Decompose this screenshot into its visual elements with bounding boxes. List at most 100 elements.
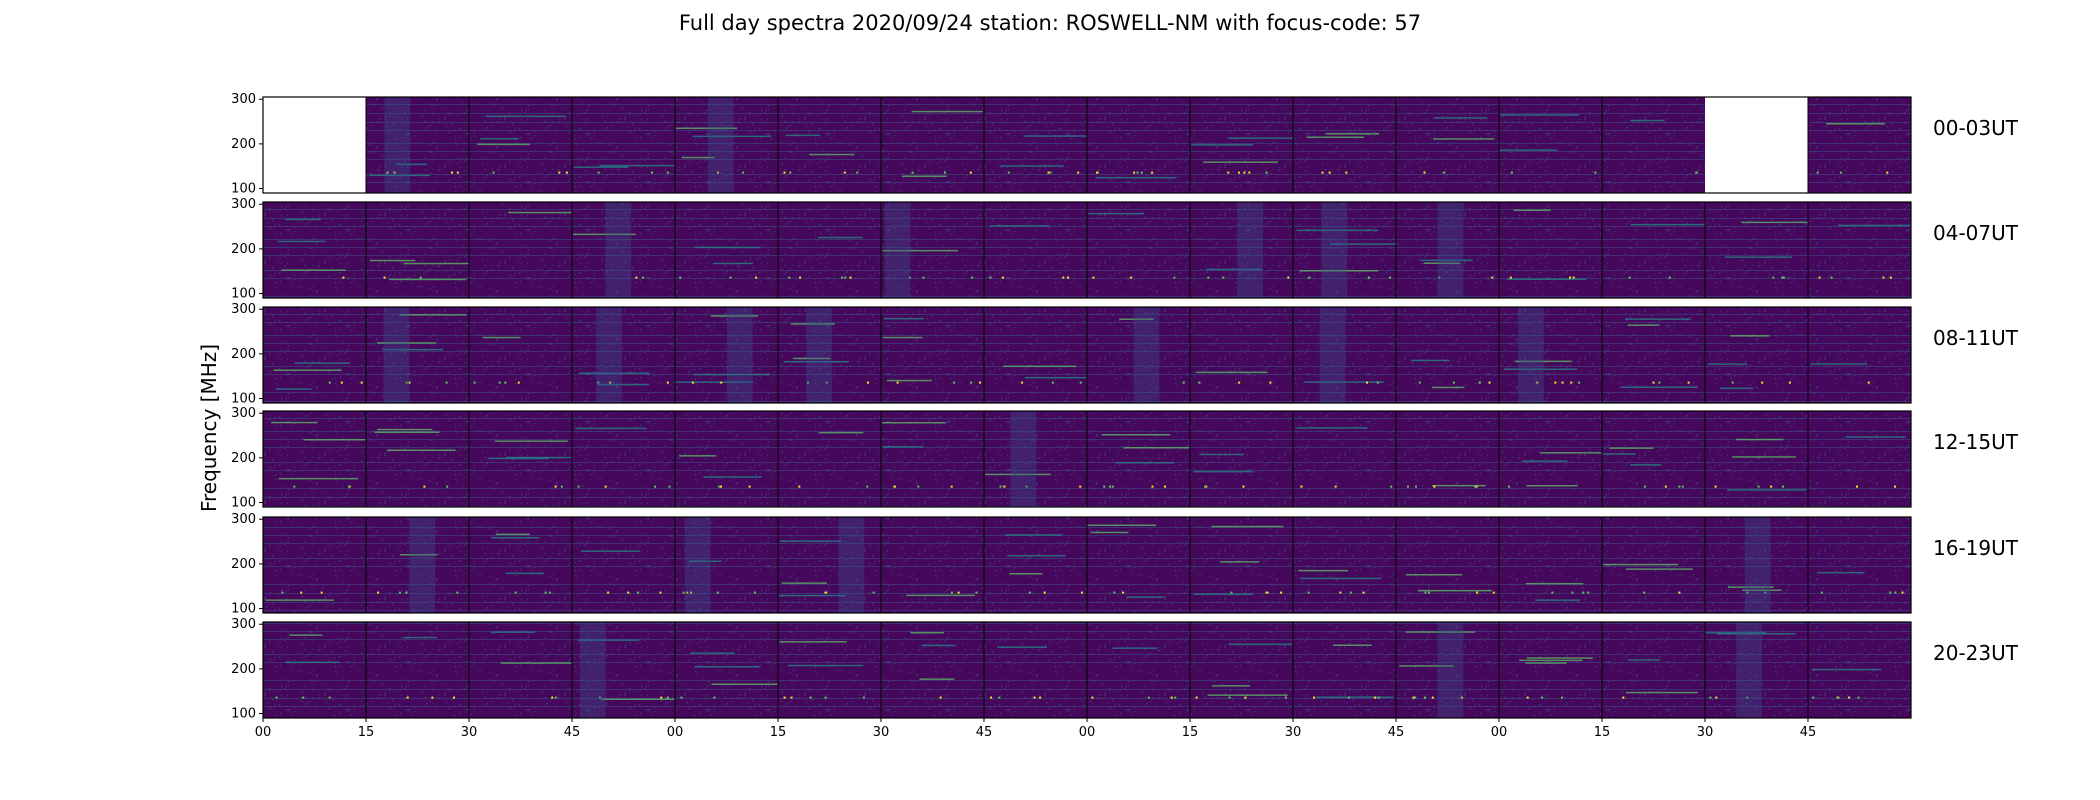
row-label: 20-23UT xyxy=(1933,641,2019,665)
x-tick-label: 00 xyxy=(1079,725,1096,740)
chart-title: Full day spectra 2020/09/24 station: ROS… xyxy=(679,11,1421,35)
spectrum-panel xyxy=(1086,622,1190,718)
y-tick-label: 100 xyxy=(231,707,256,722)
x-tick-label: 30 xyxy=(1285,725,1302,740)
spectrum-panel xyxy=(571,97,675,193)
spectrum-panel xyxy=(1395,411,1499,507)
spectrum-panel xyxy=(777,202,881,298)
spectrum-panel xyxy=(880,97,984,193)
x-axis: 00 15 30 45 00 15 30 45 00 15 30 45 00 15 30 45 xyxy=(255,718,1817,740)
spectrum-panel xyxy=(880,307,984,403)
spectrum-panel xyxy=(468,517,572,613)
spectrum-panel xyxy=(674,202,778,298)
spectrum-panel xyxy=(1807,622,1911,718)
x-tick-label: 15 xyxy=(358,725,375,740)
spectrum-panel xyxy=(365,622,469,718)
y-tick-label: 100 xyxy=(231,182,256,197)
spectrum-panel xyxy=(571,622,675,718)
y-tick-label: 200 xyxy=(231,662,256,677)
spectrum-panel xyxy=(777,97,881,193)
spectrum-panel xyxy=(983,622,1087,718)
x-tick-label: 45 xyxy=(1388,725,1405,740)
spectrum-panel xyxy=(1601,307,1705,403)
spectrum-panel xyxy=(1498,307,1602,403)
spectrum-panel xyxy=(1807,202,1911,298)
spectrum-panel xyxy=(1189,411,1293,507)
spectrum-panel xyxy=(1086,411,1190,507)
x-tick-label: 00 xyxy=(1491,725,1508,740)
row-frame xyxy=(262,410,1912,508)
spectrum-panel xyxy=(1086,97,1190,193)
spectrum-panel xyxy=(1498,97,1602,193)
spectrum-panel xyxy=(1189,202,1293,298)
spectra-row-04-07UT: 100 200 300 04-07UT xyxy=(231,197,2019,301)
spectrum-panel xyxy=(674,97,778,193)
spectrum-panel xyxy=(571,202,675,298)
spectrum-panel xyxy=(777,411,881,507)
spectrum-panel xyxy=(1807,411,1911,507)
spectrum-panel xyxy=(468,411,572,507)
spectra-row-00-03UT: 100 200 300 00-03UT xyxy=(231,92,2019,196)
spectrum-panel xyxy=(983,202,1087,298)
spectrum-panel xyxy=(1704,622,1808,718)
spectrum-panel xyxy=(777,307,881,403)
spectrum-panel xyxy=(1704,202,1808,298)
spectrum-panel xyxy=(468,97,572,193)
y-tick-label: 300 xyxy=(231,302,256,317)
spectrum-panel xyxy=(1086,202,1190,298)
x-tick-label: 15 xyxy=(770,725,787,740)
x-tick-label: 30 xyxy=(461,725,478,740)
y-tick-label: 100 xyxy=(231,392,256,407)
spectrum-panel xyxy=(571,517,675,613)
spectrum-panel xyxy=(365,307,469,403)
x-tick-label: 30 xyxy=(1697,725,1714,740)
spectra-rows: 100 200 300 00-03UT 100 200 300 04-07UT 100 200 30… xyxy=(231,92,2019,721)
x-tick-label: 15 xyxy=(1182,725,1199,740)
spectrum-panel xyxy=(1395,307,1499,403)
spectra-row-12-15UT: 100 200 300 12-15UT xyxy=(231,406,2019,510)
y-tick-label: 300 xyxy=(231,92,256,107)
x-tick-label: 00 xyxy=(255,725,272,740)
spectrum-panel xyxy=(1704,517,1808,613)
spectrum-panel xyxy=(777,622,881,718)
row-frame xyxy=(262,306,1912,404)
empty-panel xyxy=(263,97,366,193)
spectrum-panel xyxy=(365,202,469,298)
y-tick-label: 300 xyxy=(231,617,256,632)
spectrum-panel xyxy=(1189,307,1293,403)
spectrum-panel xyxy=(1704,411,1808,507)
spectrum-panel xyxy=(880,517,984,613)
x-tick-label: 45 xyxy=(1800,725,1817,740)
spectrum-panel xyxy=(1807,97,1911,193)
y-axis-label: Frequency [MHz] xyxy=(197,344,221,512)
spectrum-panel xyxy=(983,517,1087,613)
spectrum-panel xyxy=(1498,517,1602,613)
spectrum-panel xyxy=(1189,622,1293,718)
spectrum-panel xyxy=(1498,411,1602,507)
spectrum-panel xyxy=(1395,517,1499,613)
spectrum-panel xyxy=(880,202,984,298)
spectrum-panel xyxy=(571,307,675,403)
y-tick-label: 300 xyxy=(231,512,256,527)
spectrum-panel xyxy=(468,202,572,298)
spectrum-panel xyxy=(1189,517,1293,613)
spectrum-panel xyxy=(983,97,1087,193)
spectrum-panel xyxy=(1292,411,1396,507)
y-tick-label: 200 xyxy=(231,451,256,466)
spectrum-panel xyxy=(777,517,881,613)
spectrum-panel xyxy=(880,622,984,718)
x-tick-label: 15 xyxy=(1594,725,1611,740)
spectra-row-20-23UT: 100 200 300 20-23UT xyxy=(231,617,2019,721)
x-tick-label: 00 xyxy=(667,725,684,740)
spectrum-panel xyxy=(1807,307,1911,403)
y-tick-label: 200 xyxy=(231,557,256,572)
spectrum-panel xyxy=(674,411,778,507)
spectrum-panel xyxy=(1292,97,1396,193)
y-tick-label: 100 xyxy=(231,287,256,302)
spectra-row-16-19UT: 100 200 300 16-19UT xyxy=(231,512,2019,616)
row-label: 08-11UT xyxy=(1933,326,2019,350)
row-frame xyxy=(262,201,1912,299)
spectrum-panel xyxy=(1189,97,1293,193)
spectrum-panel xyxy=(1498,202,1602,298)
spectra-row-08-11UT: 100 200 300 08-11UT xyxy=(231,302,2019,406)
